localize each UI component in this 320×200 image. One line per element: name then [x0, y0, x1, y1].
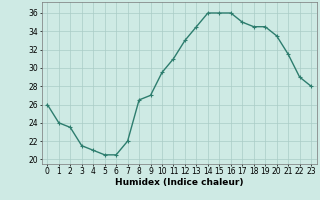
X-axis label: Humidex (Indice chaleur): Humidex (Indice chaleur) [115, 178, 244, 187]
